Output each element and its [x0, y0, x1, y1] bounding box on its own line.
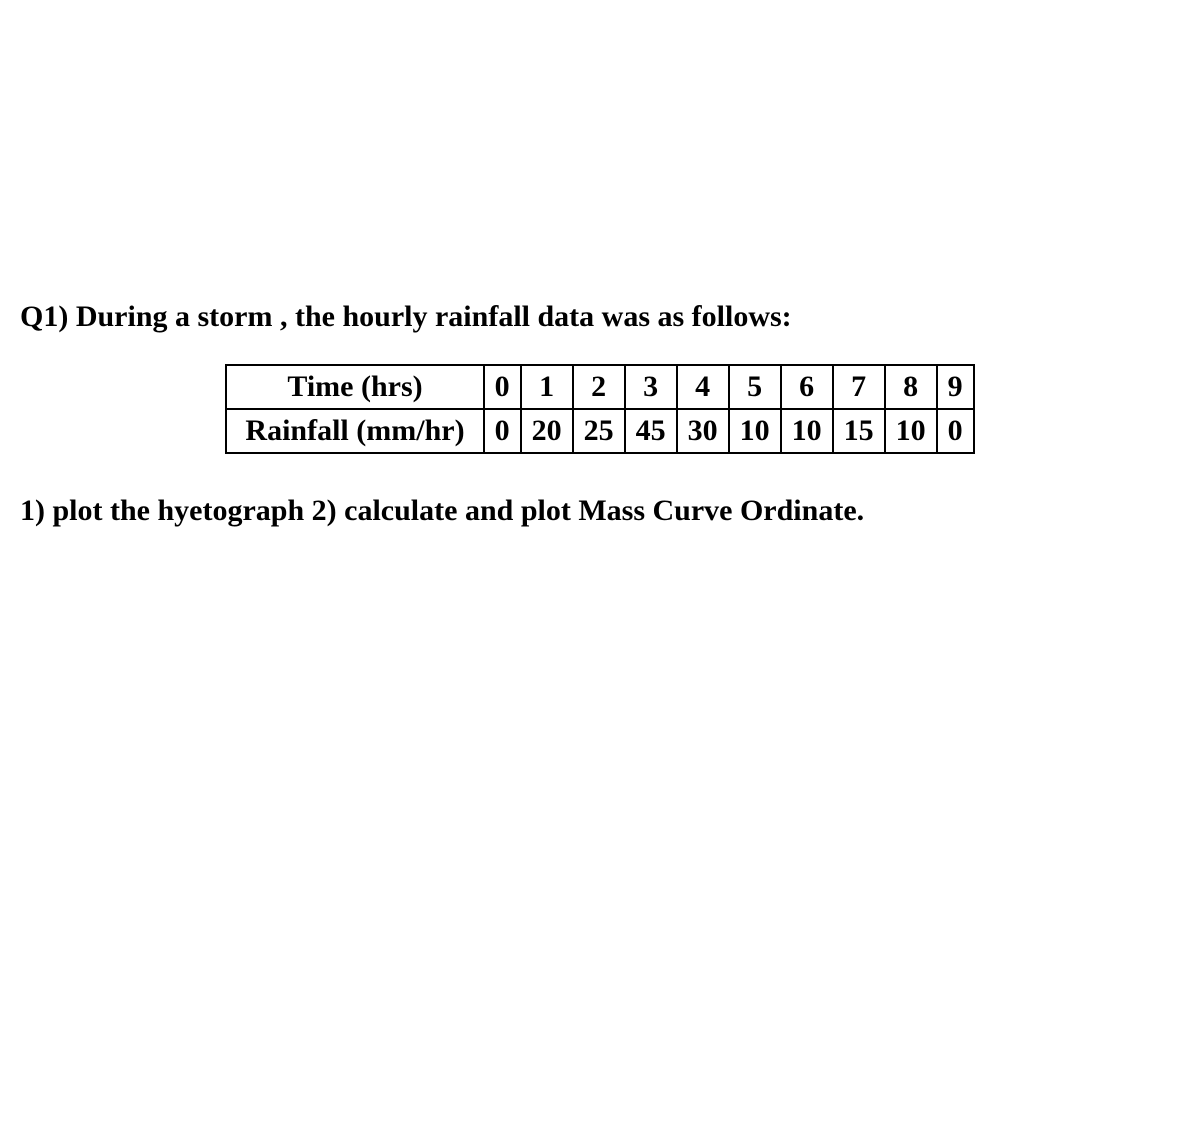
rainfall-cell: 10 — [781, 409, 833, 453]
question-parts: 1) plot the hyetograph 2) calculate and … — [20, 494, 1180, 528]
time-cell: 5 — [729, 365, 781, 409]
question-block: Q1) During a storm , the hourly rainfall… — [0, 300, 1200, 528]
rainfall-cell: 25 — [573, 409, 625, 453]
time-cell: 4 — [677, 365, 729, 409]
table-row: Time (hrs) 0 1 2 3 4 5 6 7 8 9 — [226, 365, 973, 409]
rainfall-row-label: Rainfall (mm/hr) — [226, 409, 483, 453]
table-wrapper: Time (hrs) 0 1 2 3 4 5 6 7 8 9 Rainfall … — [20, 364, 1180, 454]
time-cell: 0 — [484, 365, 521, 409]
rainfall-cell: 45 — [625, 409, 677, 453]
rainfall-table: Time (hrs) 0 1 2 3 4 5 6 7 8 9 Rainfall … — [225, 364, 974, 454]
rainfall-cell: 10 — [885, 409, 937, 453]
time-cell: 9 — [937, 365, 974, 409]
time-cell: 2 — [573, 365, 625, 409]
rainfall-cell: 10 — [729, 409, 781, 453]
time-cell: 8 — [885, 365, 937, 409]
time-cell: 7 — [833, 365, 885, 409]
rainfall-cell: 30 — [677, 409, 729, 453]
rainfall-cell: 15 — [833, 409, 885, 453]
rainfall-cell: 0 — [937, 409, 974, 453]
question-intro: Q1) During a storm , the hourly rainfall… — [20, 300, 1180, 334]
time-cell: 6 — [781, 365, 833, 409]
time-cell: 3 — [625, 365, 677, 409]
time-cell: 1 — [521, 365, 573, 409]
rainfall-cell: 20 — [521, 409, 573, 453]
rainfall-cell: 0 — [484, 409, 521, 453]
time-row-label: Time (hrs) — [226, 365, 483, 409]
table-row: Rainfall (mm/hr) 0 20 25 45 30 10 10 15 … — [226, 409, 973, 453]
